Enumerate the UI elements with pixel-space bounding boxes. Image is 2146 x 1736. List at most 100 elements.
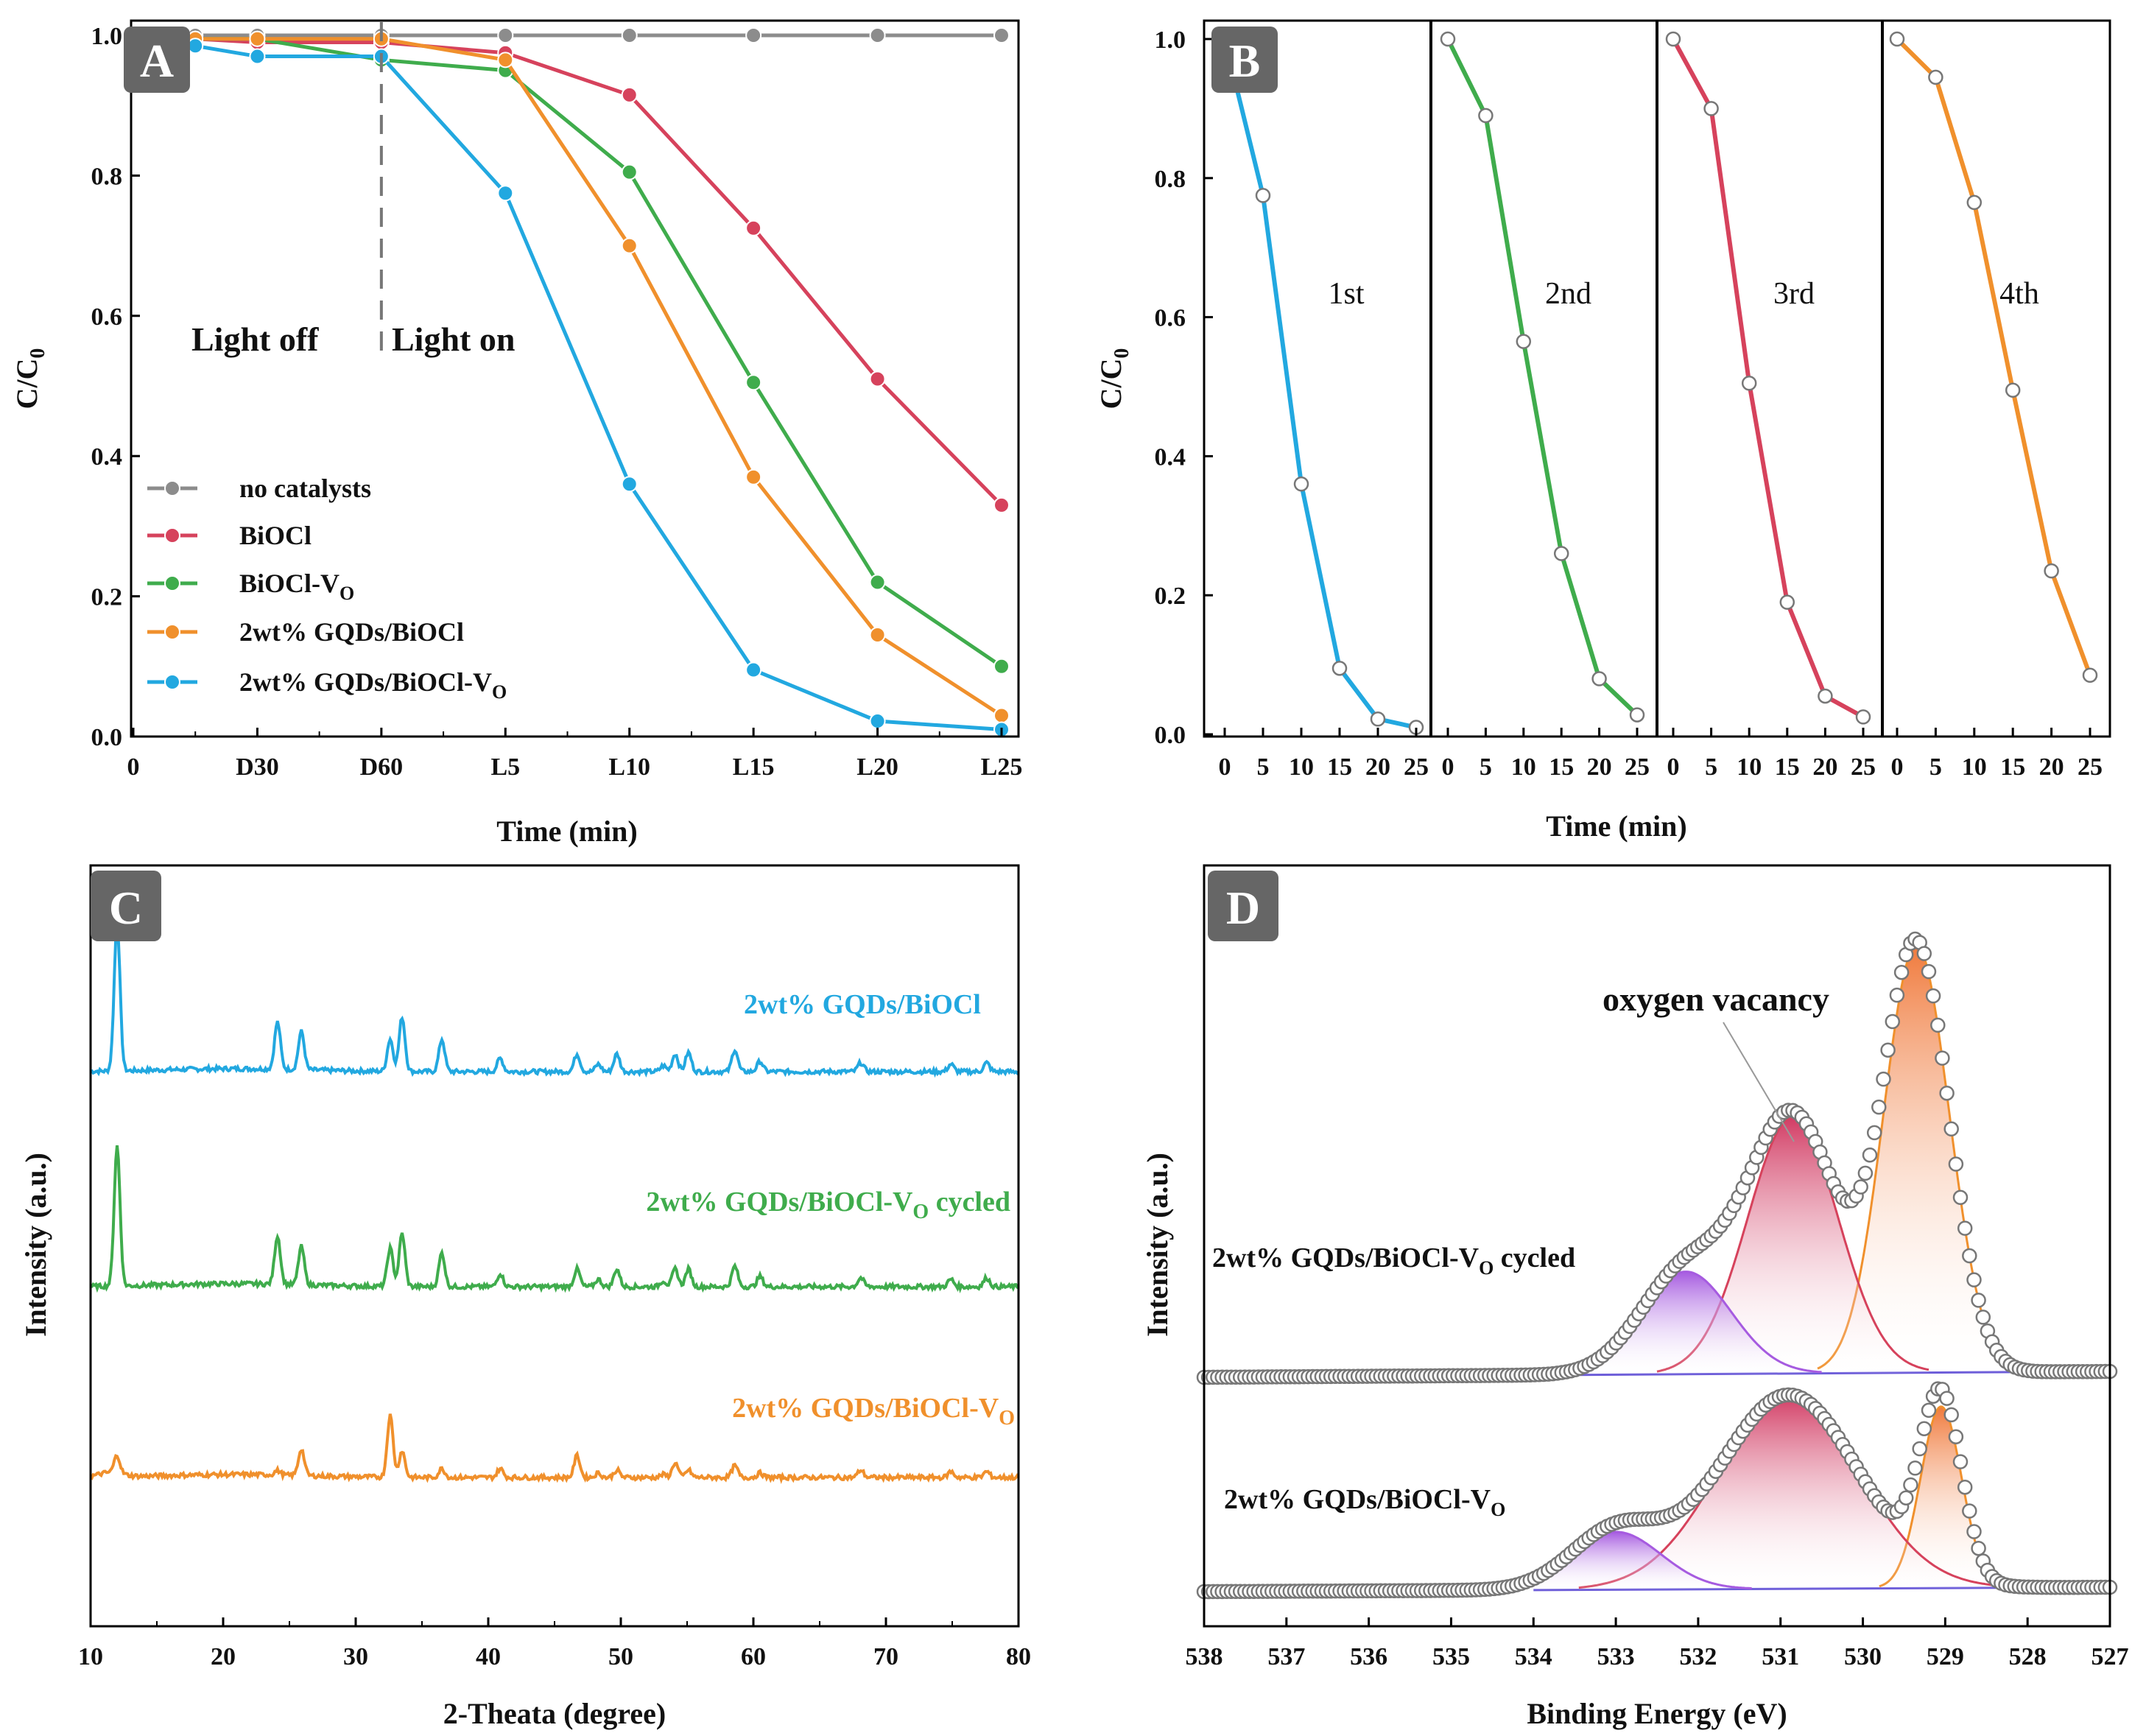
- panel-b-chart: 0.00.20.40.60.81.0 0 5 10 15 20 25 0 5 10 15 20 25 0…: [1094, 19, 2111, 843]
- data-point-green: [869, 574, 886, 591]
- cycle-point-4th: [1966, 194, 1983, 211]
- d-x-tick-label: 535: [1432, 1643, 1470, 1670]
- d-x-tick-label: 536: [1350, 1643, 1387, 1670]
- d-x-tick-label: 530: [1844, 1643, 1882, 1670]
- cycle-line-3rd: [1671, 38, 1865, 720]
- c-x-tick-label: 70: [873, 1643, 898, 1670]
- annotation-light-off: Light off: [191, 320, 319, 358]
- b-y-tick-label: 0.2: [1155, 583, 1186, 610]
- d-x-tick-label: 538: [1186, 1643, 1223, 1670]
- series-line-orange: [195, 37, 1003, 717]
- cycle-point-4th: [1889, 31, 1905, 47]
- cycle-point-3rd: [1703, 101, 1719, 116]
- panel-a-x-title: Time (min): [496, 815, 637, 848]
- b-x-tick-label: 25: [1851, 753, 1876, 781]
- b-x-tick-label: 20: [1812, 753, 1837, 781]
- cycle-point-2nd: [1591, 671, 1607, 686]
- cycle-label: 4th: [1999, 277, 2039, 311]
- legend-marker: [164, 480, 180, 496]
- panel-d-chart: oxygen vacancy 538 537 536 535 534 533 532 531 5…: [1141, 864, 2129, 1730]
- panel-d-label-1: 2wt% GQDs/BiOCl-VO cycled: [1212, 1243, 1575, 1279]
- b-x-tick-label: 20: [2039, 753, 2064, 781]
- xps-envelope-point: [1893, 964, 1910, 980]
- b-x-tick-label: 0: [1219, 753, 1231, 781]
- data-point-gray: [993, 27, 1010, 43]
- panel-a-y-title: C/C0: [10, 348, 49, 410]
- data-point-gray: [745, 27, 762, 43]
- a-x-tick-label: L10: [608, 753, 650, 781]
- xps-envelope-point: [1948, 1429, 1964, 1444]
- d-x-tick-label: 534: [1515, 1643, 1552, 1670]
- a-x-tick-label: L25: [981, 753, 1023, 781]
- d-x-tick-label: 531: [1762, 1643, 1799, 1670]
- legend-label: BiOCl-VO: [239, 569, 354, 604]
- data-point-gray: [497, 27, 514, 43]
- panel-d-label-2: 2wt% GQDs/BiOCl-VO: [1224, 1484, 1505, 1520]
- xps-envelope-point: [1857, 1165, 1874, 1181]
- xps-envelope-point: [1943, 1121, 1959, 1137]
- b-y-tick-label: 0.0: [1155, 722, 1186, 749]
- b-x-tick-label: 5: [1929, 753, 1942, 781]
- legend-label: no catalysts: [239, 474, 371, 503]
- series-line-blue: [194, 43, 1002, 731]
- xps-envelope-point: [1943, 1407, 1959, 1423]
- b-x-tick-label: 5: [1705, 753, 1717, 781]
- cycle-point-1st: [1293, 476, 1309, 492]
- legend-marker: [164, 624, 180, 640]
- a-y-tick-label: 0.6: [91, 303, 123, 331]
- panel-a-badge: [124, 27, 190, 93]
- b-y-tick-label: 0.8: [1155, 166, 1186, 193]
- xrd-pattern-orange: [89, 1413, 1020, 1485]
- b-x-tick-label: 10: [1511, 753, 1536, 781]
- oxygen-vacancy-pointer: [1723, 1022, 1795, 1142]
- a-x-tick-label: D30: [236, 753, 279, 781]
- xps-envelope-point: [1966, 1524, 1982, 1539]
- panel-c-x-title: 2-Theata (degree): [443, 1697, 666, 1730]
- c-x-tick-label: 80: [1006, 1643, 1031, 1670]
- xps-envelope-point: [1948, 1156, 1964, 1172]
- data-point-orange: [249, 30, 266, 47]
- cycle-point-2nd: [1440, 31, 1456, 47]
- b-x-tick-label: 10: [1737, 753, 1762, 781]
- legend-label: 2wt% GQDs/BiOCl: [239, 617, 464, 647]
- panel-d-badge-letter: D: [1226, 882, 1260, 934]
- b-x-tick-label: 0: [1667, 753, 1680, 781]
- panel-a-chart: 0.0 0.2 0.4 0.6 0.8 1.0 0 D30 D60 L5 L10 L15 L20 L25…: [10, 19, 1023, 848]
- panel-b-x-title: Time (min): [1546, 809, 1686, 843]
- xps-envelope-point: [1871, 1099, 1887, 1115]
- b-x-tick-label: 25: [1625, 753, 1650, 781]
- a-y-tick-label: 0.4: [91, 443, 123, 471]
- data-point-blue: [497, 185, 514, 202]
- data-point-blue: [249, 48, 266, 65]
- panel-c-label-2: 2wt% GQDs/BiOCl-VO cycled: [646, 1187, 1010, 1223]
- panel-d-x-title: Binding Energy (eV): [1527, 1697, 1787, 1730]
- b-x-tick-label: 20: [1587, 753, 1612, 781]
- a-y-tick-label: 1.0: [91, 23, 123, 50]
- cycle-point-1st: [1370, 711, 1386, 727]
- panel-d-frame: [1203, 864, 2111, 1628]
- cycle-line-1st: [1222, 38, 1417, 730]
- data-point-blue: [187, 38, 204, 55]
- d-x-tick-label: 533: [1597, 1643, 1635, 1670]
- a-x-tick-label: L5: [490, 753, 520, 781]
- b-x-tick-label: 25: [1404, 753, 1429, 781]
- cycle-point-3rd: [1818, 688, 1833, 704]
- xps-envelope-point: [1907, 1461, 1923, 1476]
- a-x-tick-label: L20: [856, 753, 898, 781]
- oxygen-vacancy-label: oxygen vacancy: [1603, 980, 1829, 1018]
- xps-envelope-point: [1962, 1503, 1977, 1519]
- a-x-tick-label: 0: [127, 753, 140, 781]
- data-point-red: [745, 219, 762, 236]
- b-y-tick-label: 0.4: [1155, 443, 1186, 471]
- cycle-point-1st: [1331, 661, 1348, 676]
- xps-envelope-point: [1921, 963, 1937, 980]
- xps-envelope-point: [1930, 1017, 1946, 1033]
- data-point-green: [993, 658, 1010, 675]
- b-x-tick-label: 10: [1289, 753, 1314, 781]
- d-x-tick-label: 532: [1679, 1643, 1717, 1670]
- xps-envelope-point: [1862, 1147, 1878, 1163]
- c-x-tick-label: 40: [476, 1643, 501, 1670]
- xps-component-fill: [1578, 1394, 1999, 1590]
- panel-a-badge-letter: A: [140, 35, 174, 87]
- xrd-pattern-blue: [90, 924, 1020, 1078]
